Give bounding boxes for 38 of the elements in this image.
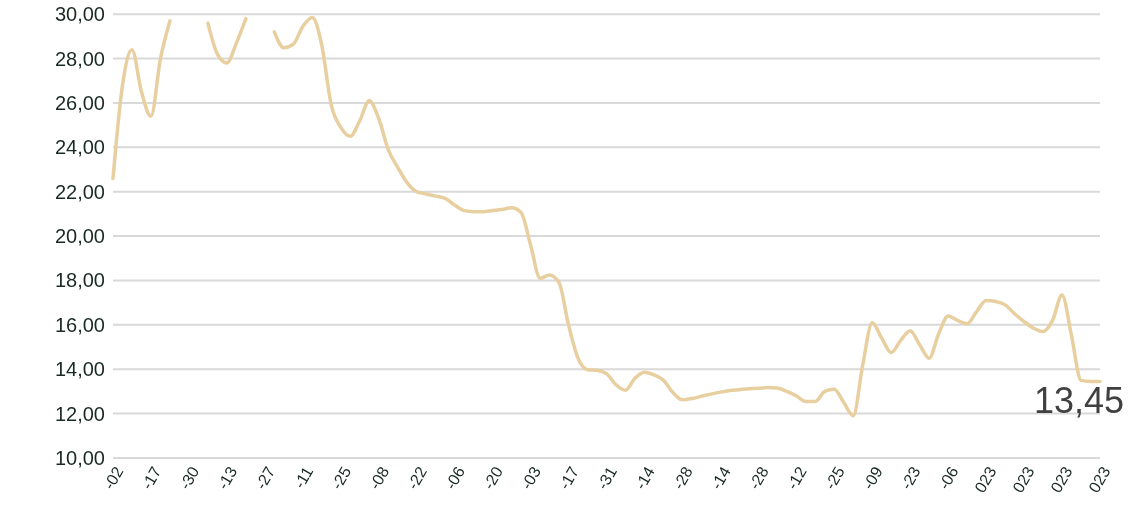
annotation: 13,45 xyxy=(1033,380,1124,422)
x-tick-label: 023 xyxy=(971,463,1000,496)
x-tick-label: -20 xyxy=(479,463,507,493)
y-tick-label: 14,00 xyxy=(54,358,105,381)
x-tick-label: -03 xyxy=(517,463,545,493)
x-tick-label: -27 xyxy=(252,463,279,493)
x-tick-label: -22 xyxy=(403,463,431,493)
y-tick-label: 28,00 xyxy=(54,47,105,70)
x-tick-label: -14 xyxy=(631,463,658,493)
x-tick-label: 023 xyxy=(1085,463,1114,496)
x-tick-label: -30 xyxy=(176,463,203,493)
y-tick-label: 16,00 xyxy=(54,313,105,336)
x-tick-label: -06 xyxy=(441,463,469,493)
y-tick-label: 26,00 xyxy=(54,91,105,114)
y-tick-label: 22,00 xyxy=(54,180,105,203)
x-tick-label: -28 xyxy=(745,463,772,493)
x-tick-label: -17 xyxy=(138,463,165,493)
x-tick-label: -06 xyxy=(935,463,962,493)
x-tick-label: -17 xyxy=(555,463,583,493)
x-tick-label: -08 xyxy=(365,463,393,493)
y-tick-label: 30,00 xyxy=(54,3,105,26)
x-tick-label: -25 xyxy=(327,463,355,493)
x-tick-label: -11 xyxy=(290,463,317,492)
y-tick-label: 24,00 xyxy=(54,136,105,159)
x-tick-label: -13 xyxy=(214,463,241,493)
y-tick-label: 12,00 xyxy=(54,402,105,425)
y-tick-label: 10,00 xyxy=(54,447,105,469)
y-tick-label: 18,00 xyxy=(54,269,105,292)
x-tick-label: -28 xyxy=(669,463,696,493)
x-tick-label: -12 xyxy=(783,463,810,493)
x-tick-label: -31 xyxy=(593,463,620,493)
x-tick-label: -25 xyxy=(821,463,848,493)
x-tick-label: 023 xyxy=(1009,463,1038,496)
x-tick-label: -09 xyxy=(859,463,886,493)
x-tick-label: -23 xyxy=(897,463,924,493)
x-tick-label: 023 xyxy=(1047,463,1076,496)
y-tick-label: 20,00 xyxy=(54,225,105,248)
x-tick-label: -14 xyxy=(707,463,734,493)
